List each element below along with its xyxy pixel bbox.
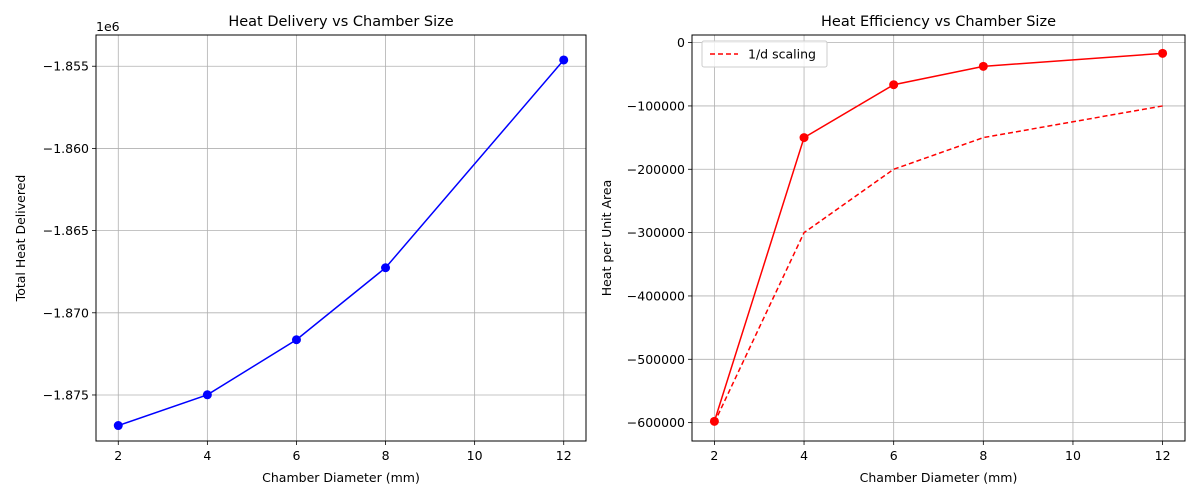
x-tick-label: 12: [556, 448, 572, 463]
chart-heat-delivery: 2 4 6 8 10 12 −1.875−1.870−1.865−1.860−1.855 …: [13, 14, 587, 485]
x-tick-label: 10: [467, 448, 483, 463]
series-line-1: [713, 105, 1163, 423]
x-tick-label: 12: [1155, 448, 1171, 463]
y-tick-label: −100000: [627, 98, 685, 113]
y-tick-label: −400000: [627, 288, 685, 303]
x-tick-label: 10: [1065, 448, 1081, 463]
y-tick-label: −1.870: [43, 305, 89, 320]
legend-label: 1/d scaling: [748, 47, 816, 62]
y-ticks: −600000 −500000 −400000 −300000 −200000 −1000…: [627, 35, 692, 430]
grid-lines: [96, 35, 586, 441]
y-tick-label: −500000: [627, 352, 685, 367]
data-point: [291, 335, 301, 345]
y-tick-label: −300000: [627, 225, 685, 240]
x-tick-label: 6: [292, 448, 300, 463]
data-point: [202, 390, 212, 400]
x-axis-label: Chamber Diameter (mm): [262, 470, 420, 485]
series-layer: [709, 48, 1168, 426]
y-axis-label: Total Heat Delivered: [13, 175, 28, 303]
y-tick-label: 0: [677, 35, 685, 50]
y-tick-label: −1.865: [43, 223, 89, 238]
chart-title: Heat Efficiency vs Chamber Size: [821, 14, 1056, 30]
plot-frame: [95, 34, 587, 442]
data-point: [381, 263, 391, 273]
x-tick-label: 2: [710, 448, 718, 463]
data-point: [559, 55, 569, 65]
legend-box: [701, 40, 828, 68]
x-ticks: 2 4 6 8 10 12: [710, 441, 1171, 463]
data-point: [1158, 48, 1168, 58]
data-point: [799, 133, 809, 143]
y-tick-label: −600000: [627, 415, 685, 430]
grid-lines: [692, 35, 1185, 441]
data-point: [978, 61, 988, 71]
data-point: [889, 80, 899, 90]
x-tick-label: 8: [382, 448, 390, 463]
chart-title: Heat Delivery vs Chamber Size: [228, 14, 453, 30]
chart-heat-efficiency: 2 4 6 8 10 12 −600000 −500000 −400000 −300000 −20…: [599, 14, 1186, 485]
legend: 1/d scaling: [701, 40, 828, 68]
x-tick-label: 4: [203, 448, 211, 463]
series-layer: [113, 55, 569, 431]
x-tick-label: 2: [114, 448, 122, 463]
y-axis-label: Heat per Unit Area: [599, 180, 614, 297]
x-axis-label: Chamber Diameter (mm): [860, 470, 1018, 485]
y-offset-label: 1e6: [96, 19, 120, 34]
x-tick-label: 8: [979, 448, 987, 463]
y-tick-label: −1.855: [43, 59, 89, 74]
x-ticks: 2 4 6 8 10 12: [114, 441, 572, 463]
y-ticks: −1.875 −1.870 −1.865 −1.860 −1.855: [43, 59, 96, 402]
x-tick-label: 4: [800, 448, 808, 463]
y-tick-label: −1.860: [43, 141, 89, 156]
data-point: [113, 421, 123, 431]
plot-frame: [691, 34, 1186, 442]
y-tick-label: −200000: [627, 162, 685, 177]
x-tick-label: 6: [890, 448, 898, 463]
y-tick-label: −1.875: [43, 387, 89, 402]
